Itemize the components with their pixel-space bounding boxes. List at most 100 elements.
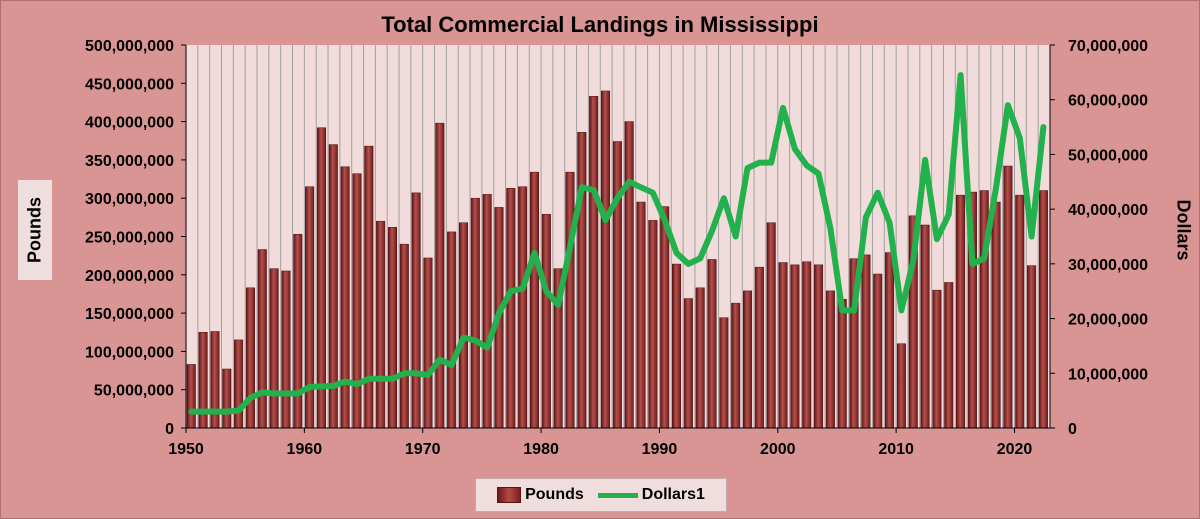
bar-pounds	[873, 273, 883, 429]
bar-pounds	[411, 192, 421, 429]
legend-label-pounds: Pounds	[525, 486, 584, 503]
x-tick-label: 2010	[878, 441, 914, 458]
bar-pounds	[1038, 190, 1048, 429]
bar-pounds	[885, 252, 895, 429]
bar-pounds	[589, 96, 599, 429]
x-tick-label: 1950	[168, 441, 204, 458]
bar-pounds	[802, 261, 812, 429]
bar-pounds	[956, 194, 966, 429]
bar-pounds	[731, 302, 741, 429]
y-right-tick-label: 30,000,000	[1068, 257, 1148, 274]
legend: Pounds Dollars1	[475, 478, 727, 512]
chart-title: Total Commercial Landings in Mississippi	[381, 12, 819, 37]
bar-pounds	[754, 266, 764, 429]
bar-pounds	[612, 141, 622, 429]
bar-pounds	[222, 368, 232, 429]
x-tick-label: 2000	[760, 441, 796, 458]
y-left-tick-label: 300,000,000	[85, 191, 174, 208]
bar-pounds	[458, 222, 468, 429]
bar-pounds	[234, 339, 244, 429]
y-left-tick-label: 450,000,000	[85, 76, 174, 93]
bar-pounds	[423, 257, 433, 429]
bar-pounds	[719, 317, 729, 429]
bar-pounds	[376, 220, 386, 429]
y-left-tick-label: 50,000,000	[94, 383, 174, 400]
bar-pounds	[364, 145, 374, 429]
y-right-tick-label: 70,000,000	[1068, 38, 1148, 55]
legend-item-pounds: Pounds	[497, 486, 584, 504]
bar-pounds	[624, 121, 634, 429]
bar-pounds	[269, 268, 279, 429]
y-left-tick-label: 500,000,000	[85, 38, 174, 55]
bar-pounds	[293, 233, 303, 429]
x-tick-label: 2020	[997, 441, 1033, 458]
bar-pounds	[281, 270, 291, 429]
y-left-tick-label: 150,000,000	[85, 306, 174, 323]
bar-pounds	[1003, 165, 1013, 429]
y-right-tick-label: 50,000,000	[1068, 147, 1148, 164]
x-tick-label: 1960	[287, 441, 323, 458]
bar-pounds	[387, 227, 397, 429]
legend-label-dollars: Dollars1	[641, 486, 705, 503]
x-tick-label: 1980	[523, 441, 559, 458]
x-tick-label: 1970	[405, 441, 441, 458]
bar-pounds	[896, 343, 906, 429]
bar-pounds	[399, 243, 409, 429]
bar-pounds	[790, 264, 800, 429]
bar-pounds	[837, 299, 847, 429]
y-left-tick-label: 100,000,000	[85, 344, 174, 361]
bar-pounds	[245, 287, 255, 429]
bar-pounds	[506, 187, 516, 429]
line-dollars	[188, 72, 1047, 415]
bar-pounds	[1027, 265, 1037, 429]
bar-pounds	[565, 171, 575, 429]
bar-pounds	[707, 259, 717, 429]
bar-pounds	[257, 249, 267, 429]
y-left-tick-label: 400,000,000	[85, 115, 174, 132]
bar-pounds	[920, 224, 930, 429]
y-right-tick-label: 10,000,000	[1068, 366, 1148, 383]
bar-pounds	[340, 166, 350, 429]
x-tick-label: 1990	[642, 441, 678, 458]
y-right-tick-label: 60,000,000	[1068, 93, 1148, 110]
bar-pounds	[648, 220, 658, 429]
bar-pounds	[743, 290, 753, 429]
bar-pounds	[778, 262, 788, 429]
bar-pounds	[944, 282, 954, 429]
legend-item-dollars: Dollars1	[597, 486, 705, 504]
bar-pounds	[861, 254, 871, 429]
y-left-tick-label: 350,000,000	[85, 153, 174, 170]
y-right-tick-label: 0	[1068, 421, 1077, 438]
bar-pounds	[814, 264, 824, 429]
y-left-tick-label: 200,000,000	[85, 268, 174, 285]
bar-pounds	[600, 90, 611, 429]
legend-swatch-pounds	[497, 487, 522, 503]
y-axis-left-label-box: Pounds	[18, 180, 52, 280]
bar-pounds	[577, 132, 587, 429]
bar-pounds	[541, 214, 551, 429]
bar-pounds	[435, 122, 445, 429]
y-right-tick-label: 20,000,000	[1068, 312, 1148, 329]
bar-pounds	[660, 206, 670, 429]
bar-pounds	[991, 201, 1001, 429]
bar-pounds	[316, 127, 326, 429]
bar-pounds	[932, 289, 942, 429]
bar-pounds	[636, 201, 646, 429]
bar-pounds	[529, 171, 540, 429]
bar-pounds	[695, 287, 705, 429]
bar-pounds	[447, 231, 457, 429]
bar-pounds	[482, 194, 492, 429]
bar-pounds	[470, 197, 480, 429]
y-left-tick-label: 0	[165, 421, 174, 438]
bar-pounds	[1015, 194, 1025, 429]
bar-pounds	[825, 290, 835, 429]
bar-pounds	[186, 364, 196, 429]
y-right-tick-label: 40,000,000	[1068, 202, 1148, 219]
bar-pounds	[518, 186, 528, 429]
bar-pounds	[672, 263, 682, 429]
bar-pounds	[683, 298, 693, 429]
y-left-tick-label: 250,000,000	[85, 230, 174, 247]
legend-swatch-dollars	[597, 492, 638, 498]
bar-pounds	[352, 173, 362, 429]
